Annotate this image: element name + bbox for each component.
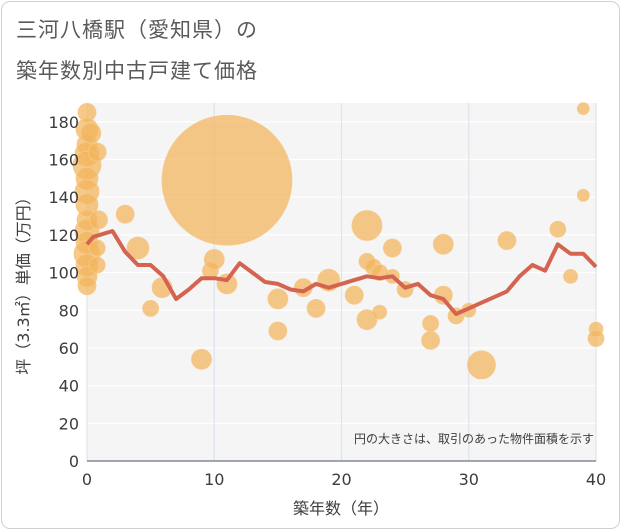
data-bubble <box>422 315 439 332</box>
data-bubble <box>306 298 326 318</box>
data-bubble <box>203 248 225 270</box>
y-tick-label: 180 <box>48 113 79 132</box>
data-bubble <box>497 231 517 250</box>
data-bubble <box>344 285 364 305</box>
data-bubble <box>351 210 383 241</box>
size-note: 円の大きさは、取引のあった物件面積を示す <box>354 431 594 446</box>
y-tick-label: 40 <box>59 377 79 396</box>
y-tick-label: 100 <box>48 264 79 283</box>
data-bubble <box>115 204 135 224</box>
x-tick-label: 0 <box>82 470 92 489</box>
chart-title-line1: 三河八橋駅（愛知県）の <box>16 18 258 42</box>
data-bubble <box>382 238 402 258</box>
data-bubble <box>161 114 293 246</box>
x-tick-label: 30 <box>459 470 479 489</box>
chart-title-line2: 築年数別中古戸建て価格 <box>16 59 258 83</box>
data-bubble <box>142 299 160 317</box>
y-tick-label: 160 <box>48 151 79 170</box>
y-tick-label: 80 <box>59 301 79 320</box>
data-bubble <box>563 268 578 284</box>
y-tick-label: 20 <box>59 414 79 433</box>
y-axis-title: 坪（3.3㎡）単価（万円） <box>14 189 33 374</box>
data-bubble <box>549 220 567 238</box>
data-bubble <box>372 304 388 320</box>
data-bubble <box>267 288 289 310</box>
data-bubble <box>126 236 150 260</box>
data-bubble <box>467 350 496 380</box>
x-tick-label: 20 <box>331 470 351 489</box>
data-bubble <box>432 233 454 255</box>
y-tick-label: 60 <box>59 339 79 358</box>
data-bubble <box>88 239 106 257</box>
y-tick-label: 120 <box>48 226 79 245</box>
data-bubble <box>576 188 590 202</box>
data-bubble <box>356 309 378 331</box>
data-bubble <box>421 331 440 350</box>
data-bubble <box>87 142 107 162</box>
data-bubble <box>88 256 106 274</box>
data-bubble <box>576 102 590 116</box>
data-bubble <box>191 348 212 370</box>
y-tick-label: 140 <box>48 188 79 207</box>
data-bubble <box>268 321 288 341</box>
x-axis-title: 築年数（年） <box>293 499 389 518</box>
data-bubble <box>77 276 97 296</box>
data-bubble <box>80 122 102 144</box>
data-bubble <box>587 330 605 347</box>
trend-line <box>85 229 598 316</box>
y-tick-label: 0 <box>69 452 79 471</box>
tick-labels: 0 20 40 60 80 100 120 140 160 180 0 10 20 30 40 <box>48 113 606 489</box>
x-tick-label: 40 <box>586 470 606 489</box>
data-bubble <box>89 210 108 230</box>
x-tick-label: 10 <box>204 470 224 489</box>
bubble-series <box>72 102 605 380</box>
